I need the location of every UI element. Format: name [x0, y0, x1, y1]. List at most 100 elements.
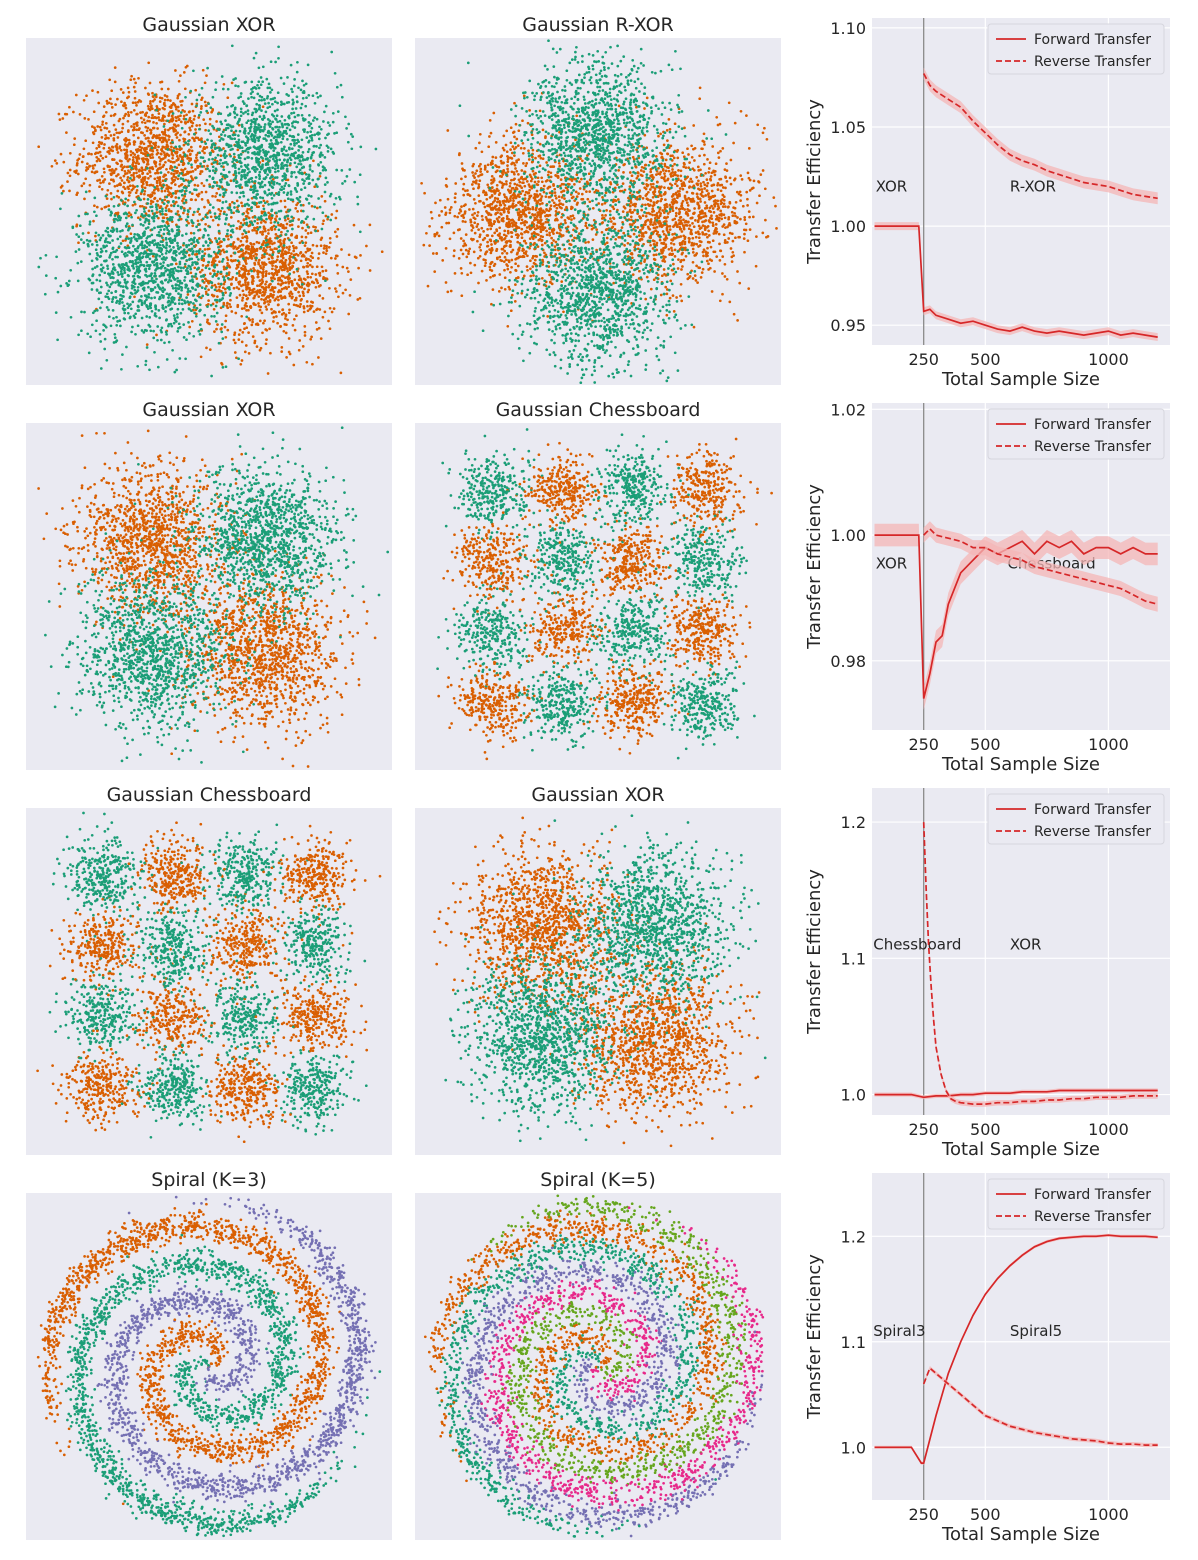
- point-class-0: [164, 161, 167, 164]
- point-class-1: [77, 215, 80, 218]
- point-class-1: [165, 247, 168, 250]
- point-class-1: [144, 221, 147, 224]
- point-class-1: [131, 224, 134, 227]
- point-class-1: [255, 257, 258, 260]
- point-class-1: [178, 302, 181, 305]
- point-class-1: [195, 225, 198, 228]
- point-class-1: [131, 265, 134, 268]
- point-class-0: [167, 99, 170, 102]
- point-class-1: [253, 118, 256, 121]
- point-class-1: [264, 244, 267, 247]
- point-class-0: [174, 196, 177, 199]
- point-class-0: [161, 190, 164, 193]
- point-class-0: [100, 208, 103, 211]
- point-class-1: [164, 310, 167, 313]
- point-class-1: [269, 184, 272, 187]
- point-class-1: [253, 201, 256, 204]
- point-class-0: [226, 256, 229, 259]
- point-class-0: [241, 331, 244, 334]
- point-class-1: [236, 122, 239, 125]
- point-class-1: [274, 117, 277, 120]
- point-class-0: [116, 190, 119, 193]
- point-class-1: [257, 80, 260, 83]
- point-class-1: [165, 244, 168, 247]
- point-class-0: [83, 182, 86, 185]
- point-class-1: [261, 80, 264, 83]
- point-class-0: [175, 119, 178, 122]
- point-class-0: [255, 232, 258, 235]
- point-class-1: [197, 283, 200, 286]
- point-class-0: [134, 141, 137, 144]
- point-class-0: [269, 300, 272, 303]
- point-class-0: [347, 313, 350, 316]
- point-class-1: [115, 324, 118, 327]
- point-class-0: [156, 200, 159, 203]
- point-class-1: [143, 210, 146, 213]
- point-class-1: [258, 66, 261, 69]
- point-class-0: [194, 253, 197, 256]
- point-class-1: [250, 96, 253, 99]
- point-class-1: [114, 214, 117, 217]
- point-class-1: [271, 155, 274, 158]
- point-class-1: [163, 125, 166, 128]
- point-class-1: [296, 95, 299, 98]
- point-class-0: [158, 156, 161, 159]
- point-class-0: [150, 116, 153, 119]
- point-class-1: [151, 146, 154, 149]
- point-class-1: [123, 271, 126, 274]
- point-class-0: [243, 271, 246, 274]
- point-class-1: [226, 106, 229, 109]
- point-class-1: [223, 239, 226, 242]
- point-class-1: [258, 99, 261, 102]
- point-class-1: [247, 168, 250, 171]
- point-class-0: [325, 252, 328, 255]
- point-class-0: [265, 249, 268, 252]
- point-class-0: [152, 121, 155, 124]
- point-class-0: [304, 229, 307, 232]
- point-class-1: [252, 134, 255, 137]
- point-class-1: [149, 250, 152, 253]
- point-class-0: [126, 166, 129, 169]
- point-class-0: [108, 130, 111, 133]
- point-class-0: [289, 353, 292, 356]
- point-class-0: [272, 251, 275, 254]
- point-class-0: [95, 152, 98, 155]
- point-class-0: [215, 120, 218, 123]
- point-class-1: [171, 239, 174, 242]
- point-class-0: [176, 136, 179, 139]
- point-class-0: [287, 277, 290, 280]
- point-class-1: [264, 192, 267, 195]
- point-class-0: [180, 218, 183, 221]
- point-class-0: [171, 120, 174, 123]
- point-class-0: [237, 237, 240, 240]
- point-class-0: [381, 250, 384, 253]
- point-class-1: [300, 221, 303, 224]
- point-class-1: [217, 113, 220, 116]
- point-class-1: [282, 167, 285, 170]
- point-class-1: [261, 197, 264, 200]
- point-class-1: [113, 205, 116, 208]
- point-class-1: [112, 250, 115, 253]
- point-class-0: [230, 278, 233, 281]
- point-class-1: [241, 150, 244, 153]
- point-class-1: [286, 138, 289, 141]
- point-class-1: [110, 212, 113, 215]
- point-class-0: [177, 110, 180, 113]
- point-class-1: [124, 198, 127, 201]
- point-class-1: [286, 76, 289, 79]
- point-class-0: [100, 154, 103, 157]
- point-class-1: [309, 168, 312, 171]
- point-class-1: [240, 174, 243, 177]
- point-class-1: [254, 153, 257, 156]
- point-class-1: [218, 147, 221, 150]
- point-class-0: [132, 187, 135, 190]
- point-class-1: [284, 215, 287, 218]
- point-class-1: [210, 286, 213, 289]
- point-class-0: [240, 254, 243, 257]
- point-class-1: [234, 166, 237, 169]
- point-class-0: [290, 234, 293, 237]
- point-class-0: [191, 125, 194, 128]
- point-class-1: [305, 96, 308, 99]
- point-class-0: [272, 311, 275, 314]
- point-class-1: [165, 238, 168, 241]
